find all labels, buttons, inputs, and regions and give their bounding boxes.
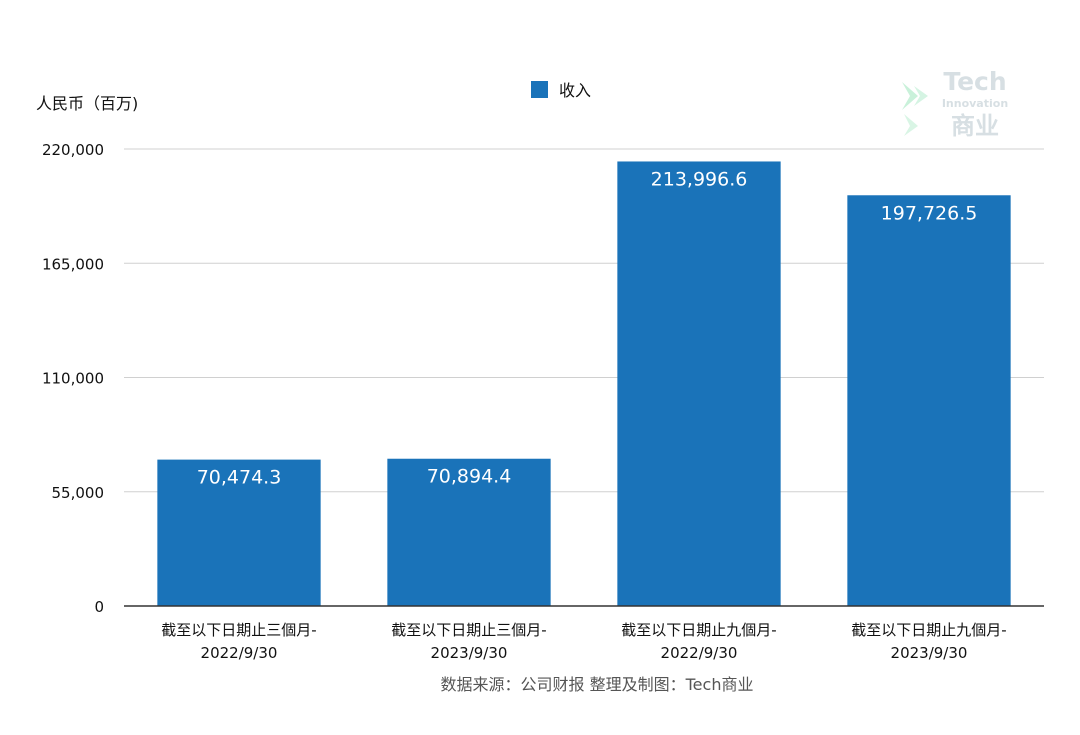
y-axis-ticks: 0 55,000 110,000 165,000 220,000 [42,141,104,616]
bar-value-label: 70,894.4 [427,466,512,488]
x-tick-label: 2022/9/30 [201,644,278,662]
bar [617,161,781,606]
x-tick-label: 截至以下日期止九個月- [851,621,1006,639]
bars [157,161,1011,606]
bar [387,458,551,606]
y-tick-label: 220,000 [42,141,104,159]
y-axis-label: 人民币（百万) [36,94,138,113]
watermark-text-tech: Tech [943,67,1006,96]
data-labels: 70,474.3 70,894.4 213,996.6 197,726.5 [197,168,978,488]
x-tick-label: 2023/9/30 [891,644,968,662]
x-tick-label: 2022/9/30 [661,644,738,662]
y-tick-label: 110,000 [42,370,104,388]
y-tick-label: 55,000 [52,484,105,502]
x-tick-label: 截至以下日期止三個月- [161,621,316,639]
x-tick-label: 截至以下日期止九個月- [621,621,776,639]
bar-value-label: 213,996.6 [651,168,748,190]
x-tick-label: 截至以下日期止三個月- [391,621,546,639]
y-tick-label: 165,000 [42,255,104,273]
watermark-text-shangye: 商业 [951,112,999,140]
legend-swatch [531,81,548,98]
source-note: 数据来源：公司财报 整理及制图：Tech商业 [441,675,754,694]
watermark-logo: Tech Innovation 商业 [902,67,1008,140]
legend: 收入 [531,81,591,100]
y-tick-label: 0 [94,598,104,616]
x-tick-label: 2023/9/30 [431,644,508,662]
watermark-text-innovation: Innovation [942,97,1008,110]
legend-label: 收入 [559,81,591,100]
bar [157,459,321,606]
bar-value-label: 197,726.5 [881,202,978,224]
bar-value-label: 70,474.3 [197,467,282,489]
bar [847,195,1011,606]
watermark-arrow-icon [902,82,928,136]
x-axis-ticks: 截至以下日期止三個月- 2022/9/30 截至以下日期止三個月- 2023/9/30… [161,621,1006,662]
